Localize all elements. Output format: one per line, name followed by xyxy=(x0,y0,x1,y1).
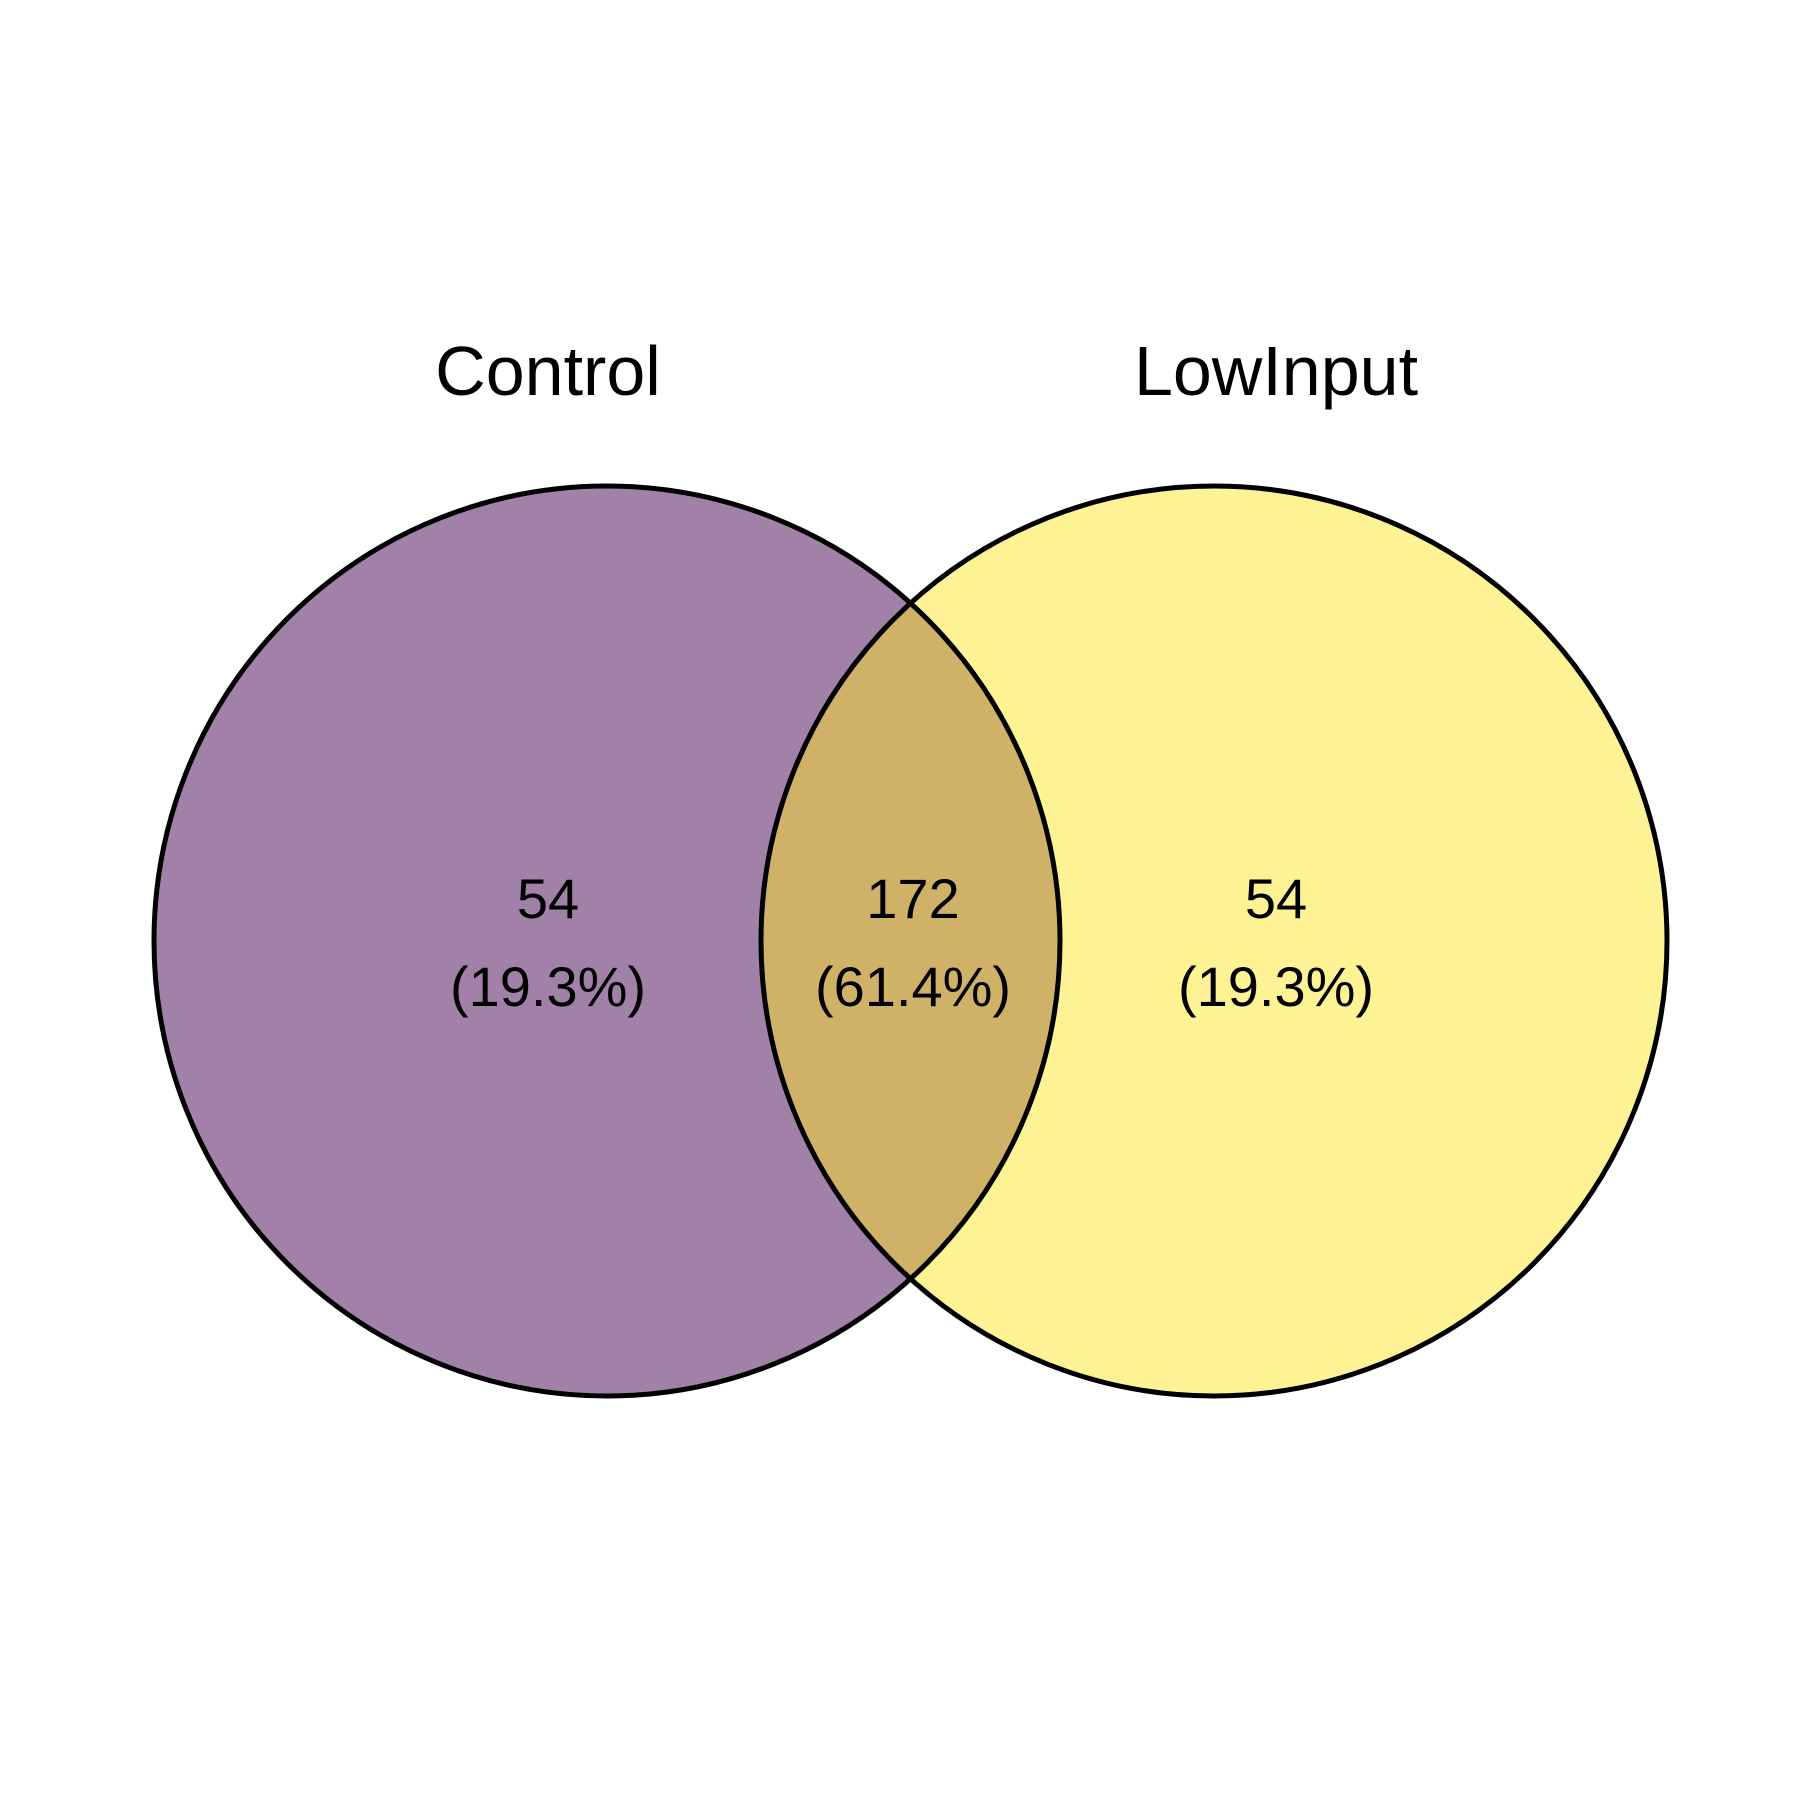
overlap-count: 172 xyxy=(866,867,959,930)
lowinput-set-label: LowInput xyxy=(1134,332,1418,410)
control-only-percent: (19.3%) xyxy=(450,955,646,1018)
overlap-percent: (61.4%) xyxy=(815,955,1011,1018)
control-set-outline xyxy=(151,483,1063,1399)
control-only-count: 54 xyxy=(517,867,579,930)
lowinput-set-outline xyxy=(758,483,1670,1399)
overlap-fill xyxy=(761,486,1060,1396)
control-set-label: Control xyxy=(435,332,661,410)
lowinput-only-count: 54 xyxy=(1245,867,1307,930)
lowinput-only-percent: (19.3%) xyxy=(1178,955,1374,1018)
